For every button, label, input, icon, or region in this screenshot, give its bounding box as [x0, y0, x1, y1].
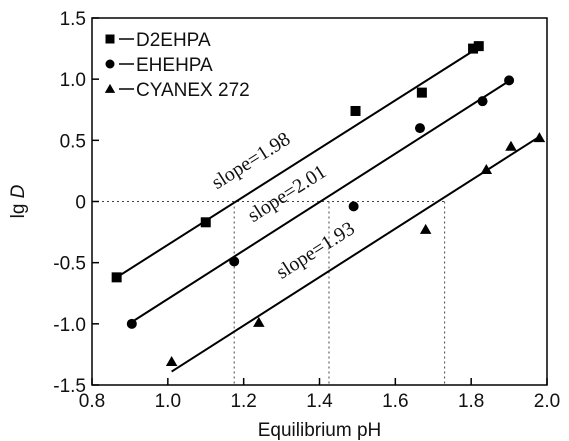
triangle-marker — [533, 132, 546, 143]
data-markers — [111, 41, 546, 367]
circle-marker — [477, 96, 488, 107]
legend-label: CYANEX 272 — [136, 80, 250, 101]
triangle-marker — [104, 83, 116, 93]
x-tick-label: 2.0 — [534, 391, 560, 412]
circle-marker — [105, 59, 115, 69]
y-axis-title: lg D — [8, 184, 29, 218]
fit-lines — [116, 46, 540, 373]
square-marker — [105, 34, 115, 44]
square-marker — [111, 272, 122, 283]
y-tick-label: -0.5 — [53, 254, 86, 275]
square-marker — [468, 43, 479, 54]
circle-marker — [348, 201, 359, 212]
triangle-marker — [253, 316, 265, 327]
square-marker — [473, 41, 484, 52]
square-marker — [350, 105, 361, 116]
slope-label: slope=1.93 — [272, 217, 358, 283]
legend-label: D2EHPA — [136, 30, 211, 51]
x-axis-title: Equilibrium pH — [258, 420, 382, 441]
x-tick-label: 1.0 — [155, 391, 181, 412]
x-tick-label: 1.4 — [306, 391, 333, 412]
y-tick-label: 1.0 — [60, 70, 86, 91]
y-tick-label: 0.5 — [60, 131, 86, 152]
y-tick-label: -1.0 — [53, 315, 86, 336]
legend-label: EHEHPA — [136, 55, 213, 76]
fit-line — [116, 46, 480, 279]
x-tick-label: 0.8 — [79, 391, 105, 412]
y-tick-label: -1.5 — [53, 376, 86, 397]
fit-line — [171, 135, 540, 373]
circle-marker — [229, 256, 240, 267]
circle-marker — [126, 318, 137, 329]
axis-ticks: 0.8 1.0 1.2 1.4 1.6 1.8 2.0 -1.5 -1.0 -0.5 0 0.5 1.0… — [53, 9, 560, 412]
x-tick-label: 1.2 — [230, 391, 256, 412]
y-tick-label: 1.5 — [60, 9, 86, 30]
reference-lines — [92, 201, 446, 385]
circle-marker — [414, 123, 425, 134]
y-tick-label: 0 — [75, 193, 86, 214]
triangle-marker — [419, 223, 432, 234]
fit-line — [131, 80, 510, 323]
y-axis-title-variable: D — [8, 184, 29, 198]
triangle-marker — [165, 356, 178, 367]
x-tick-label: 1.8 — [458, 391, 484, 412]
legend: D2EHPA EHEHPA CYANEX 272 — [104, 30, 250, 101]
x-tick-label: 1.6 — [382, 391, 408, 412]
square-marker — [416, 87, 427, 98]
y-axis-title-prefix: lg — [8, 198, 29, 218]
slope-label: slope=2.01 — [244, 161, 330, 227]
triangle-marker — [505, 140, 517, 151]
circle-marker — [504, 75, 515, 86]
square-marker — [200, 217, 211, 228]
triangle-marker — [480, 163, 493, 174]
